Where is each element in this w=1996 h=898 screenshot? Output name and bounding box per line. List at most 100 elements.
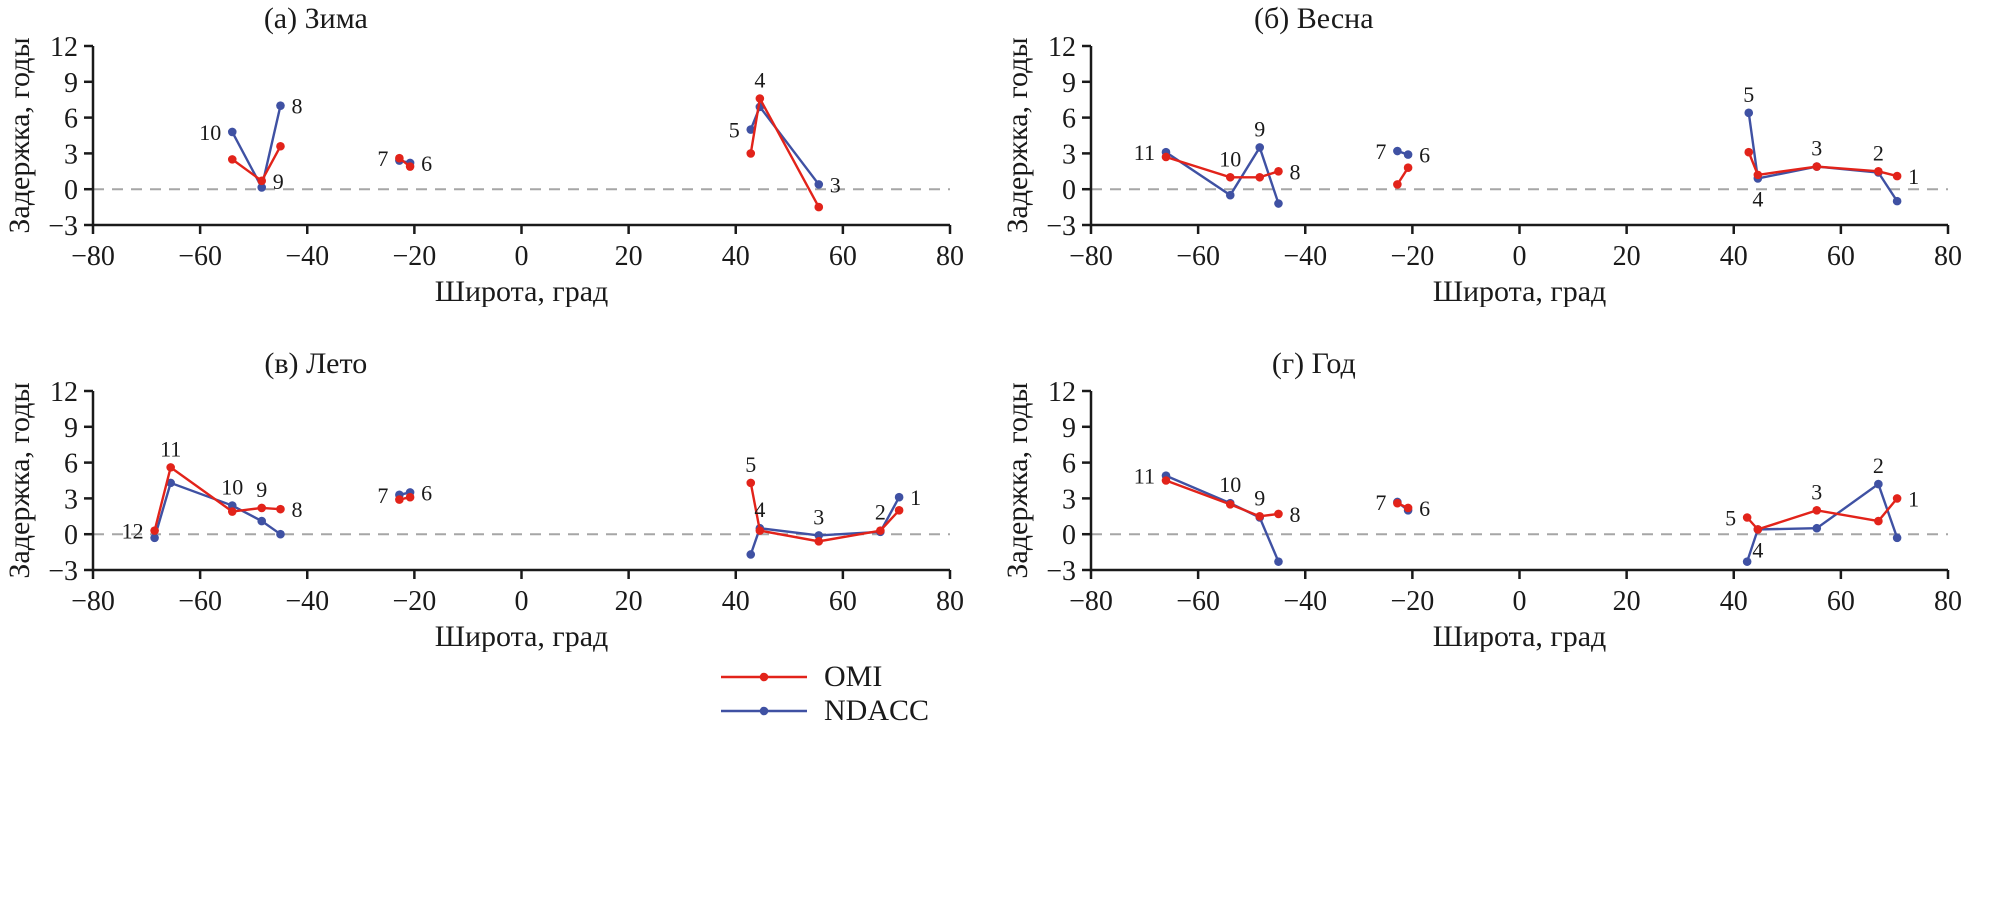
svg-text:8: 8 (1289, 502, 1300, 527)
svg-text:3: 3 (1811, 479, 1822, 504)
svg-text:−60: −60 (178, 241, 222, 272)
svg-text:7: 7 (377, 146, 388, 171)
svg-text:(г) Год: (г) Год (1271, 347, 1355, 380)
svg-text:(в) Лето: (в) Лето (264, 347, 367, 380)
svg-text:0: 0 (514, 241, 528, 272)
svg-text:−80: −80 (71, 241, 115, 272)
svg-text:10: 10 (221, 475, 243, 500)
svg-text:−3: −3 (48, 556, 78, 587)
svg-text:1: 1 (1908, 486, 1919, 511)
svg-text:5: 5 (728, 118, 739, 143)
svg-text:6: 6 (1062, 449, 1076, 480)
svg-text:60: 60 (1826, 586, 1854, 617)
svg-text:9: 9 (256, 477, 267, 502)
svg-text:6: 6 (1419, 496, 1430, 521)
svg-text:6: 6 (1062, 104, 1076, 135)
svg-text:5: 5 (1743, 82, 1754, 107)
svg-text:11: 11 (1133, 464, 1154, 489)
svg-text:−40: −40 (1283, 241, 1327, 272)
svg-text:9: 9 (1062, 413, 1076, 444)
svg-text:4: 4 (754, 497, 765, 522)
svg-text:0: 0 (64, 175, 78, 206)
svg-text:−20: −20 (392, 241, 436, 272)
svg-text:3: 3 (813, 504, 824, 529)
svg-text:3: 3 (1062, 484, 1076, 515)
svg-text:−3: −3 (1046, 556, 1076, 587)
svg-text:Задержка, годы: Задержка, годы (1005, 382, 1034, 578)
legend-label-omi: OMI (824, 660, 883, 693)
svg-text:80: 80 (936, 586, 964, 617)
svg-text:−40: −40 (285, 241, 329, 272)
panel-a-winter: −80 −60 −40 −20 0 20 40 60 80 −3 0 3 6 9 12 (а) Зима Шир… (7, 2, 964, 307)
legend-label-ndacc: NDACC (824, 694, 930, 727)
svg-text:Задержка, годы: Задержка, годы (7, 37, 36, 233)
svg-text:−60: −60 (178, 586, 222, 617)
svg-text:60: 60 (828, 241, 856, 272)
svg-text:12: 12 (1048, 32, 1076, 63)
svg-text:40: 40 (1719, 586, 1747, 617)
svg-text:80: 80 (1934, 586, 1962, 617)
svg-text:20: 20 (1612, 586, 1640, 617)
svg-text:4: 4 (754, 68, 765, 93)
svg-text:8: 8 (1289, 159, 1300, 184)
svg-text:3: 3 (1811, 136, 1822, 161)
svg-text:2: 2 (874, 500, 885, 525)
svg-text:10: 10 (1219, 472, 1241, 497)
legend-swatch-ndacc-icon (721, 706, 807, 716)
svg-text:6: 6 (64, 449, 78, 480)
panel-b-spring: −80 −60 −40 −20 0 20 40 60 80 −3 0 3 6 9 12 (б) Весна Ши… (1005, 2, 1962, 307)
svg-text:−40: −40 (1283, 586, 1327, 617)
svg-text:8: 8 (291, 94, 302, 119)
svg-text:0: 0 (1512, 586, 1526, 617)
svg-text:−3: −3 (48, 211, 78, 242)
svg-text:0: 0 (64, 520, 78, 551)
svg-text:(а) Зима: (а) Зима (263, 2, 367, 35)
svg-text:40: 40 (1719, 241, 1747, 272)
svg-text:−20: −20 (392, 586, 436, 617)
svg-text:4: 4 (1752, 537, 1763, 562)
figure: −80 −60 −40 −20 0 20 40 60 80 −3 0 3 6 9 12 (а) Зима Шир… (0, 2, 1996, 728)
figure-grid: −80 −60 −40 −20 0 20 40 60 80 −3 0 3 6 9 12 (а) Зима Шир… (0, 2, 1996, 652)
svg-text:1: 1 (910, 485, 921, 510)
svg-text:3: 3 (829, 172, 840, 197)
svg-text:40: 40 (721, 241, 749, 272)
svg-text:Задержка, годы: Задержка, годы (7, 382, 36, 578)
svg-text:−80: −80 (71, 586, 115, 617)
svg-text:12: 12 (1048, 377, 1076, 408)
svg-text:20: 20 (614, 241, 642, 272)
svg-text:9: 9 (1254, 485, 1265, 510)
panel-g-year: −80 −60 −40 −20 0 20 40 60 80 −3 0 3 6 9 12 (г) Год Широ… (1005, 347, 1962, 652)
svg-text:20: 20 (1612, 241, 1640, 272)
svg-text:1: 1 (1908, 164, 1919, 189)
legend-item-ndacc: NDACC (718, 694, 929, 728)
svg-text:9: 9 (1254, 116, 1265, 141)
svg-text:−20: −20 (1390, 241, 1434, 272)
svg-text:3: 3 (1062, 139, 1076, 170)
svg-text:10: 10 (1219, 146, 1241, 171)
svg-text:12: 12 (50, 32, 78, 63)
svg-text:12: 12 (121, 519, 143, 544)
legend: OMI NDACC (718, 660, 978, 728)
svg-text:−40: −40 (285, 586, 329, 617)
svg-text:2: 2 (1872, 140, 1883, 165)
svg-text:9: 9 (64, 68, 78, 99)
svg-text:40: 40 (721, 586, 749, 617)
svg-text:0: 0 (1062, 175, 1076, 206)
svg-text:20: 20 (614, 586, 642, 617)
svg-text:−60: −60 (1176, 241, 1220, 272)
svg-text:80: 80 (936, 241, 964, 272)
svg-text:−80: −80 (1069, 241, 1113, 272)
svg-text:80: 80 (1934, 241, 1962, 272)
svg-text:7: 7 (377, 483, 388, 508)
svg-text:7: 7 (1375, 490, 1386, 515)
svg-text:9: 9 (1062, 68, 1076, 99)
svg-text:60: 60 (828, 586, 856, 617)
svg-text:0: 0 (514, 586, 528, 617)
svg-text:6: 6 (421, 480, 432, 505)
svg-text:10: 10 (199, 120, 221, 145)
svg-text:(б) Весна: (б) Весна (1254, 2, 1374, 35)
svg-text:−60: −60 (1176, 586, 1220, 617)
svg-text:0: 0 (1512, 241, 1526, 272)
svg-text:4: 4 (1752, 186, 1763, 211)
svg-text:7: 7 (1375, 139, 1386, 164)
